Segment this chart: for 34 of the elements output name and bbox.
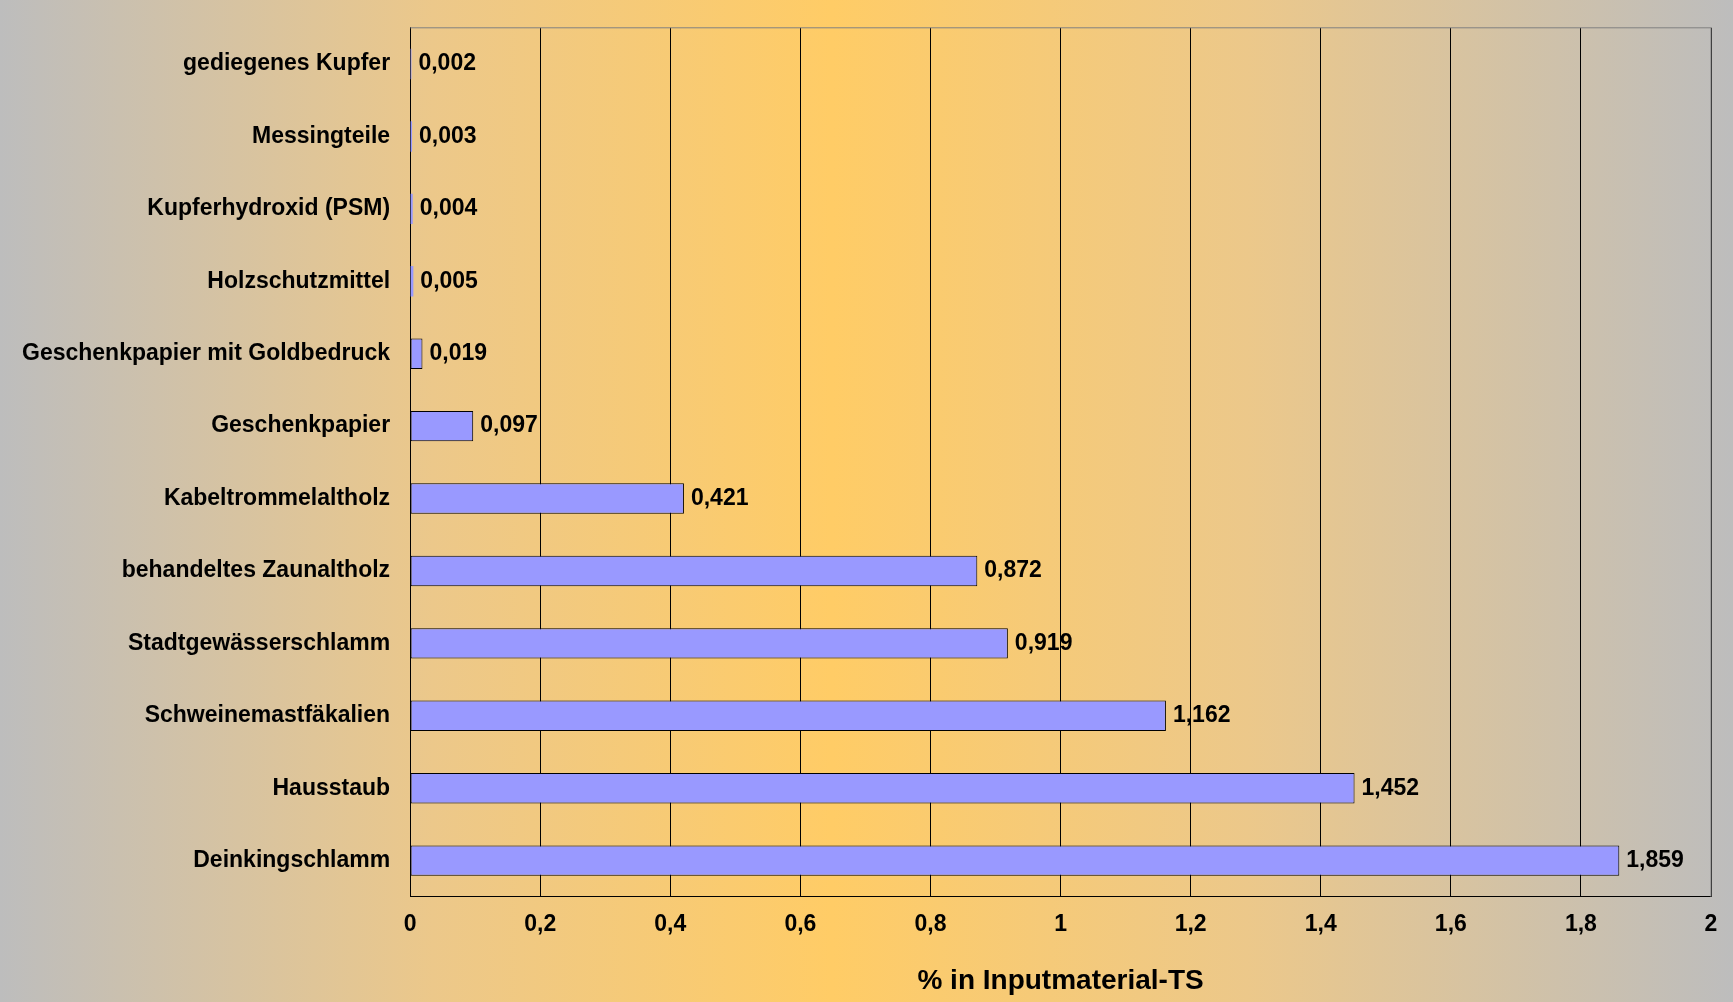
data-label: 0,002 <box>418 49 476 76</box>
data-label: 0,097 <box>480 411 538 438</box>
y-tick-label: Messingteile <box>252 121 391 148</box>
x-tick-label: 0,8 <box>914 909 947 936</box>
x-tick-label: 1,6 <box>1434 909 1467 936</box>
x-tick-label: 0,4 <box>654 909 687 936</box>
y-tick-label: Kabeltrommelaltholz <box>163 483 391 510</box>
x-tick-label: 1,8 <box>1564 909 1598 936</box>
y-tick-label: Stadtgewässerschlamm <box>128 628 391 655</box>
data-label: 0,004 <box>419 194 478 221</box>
data-label: 0,003 <box>419 121 477 148</box>
x-tick-label: 0,2 <box>524 909 557 936</box>
y-tick-label: Geschenkpapier mit Goldbedruck <box>21 339 391 366</box>
y-tick-label: Holzschutzmittel <box>207 266 391 293</box>
x-tick-label: 0,6 <box>784 909 817 936</box>
x-tick-label: 1,4 <box>1304 909 1337 936</box>
data-label: 0,872 <box>984 556 1042 583</box>
data-label: 0,005 <box>420 266 479 293</box>
data-label: 1,452 <box>1361 773 1420 800</box>
x-tick-label: 0 <box>403 909 417 936</box>
y-tick-label: Kupferhydroxid (PSM) <box>147 194 391 221</box>
data-label: 0,421 <box>690 483 749 510</box>
x-tick-label: 1 <box>1054 909 1068 936</box>
y-tick-label: Deinkingschlamm <box>193 845 391 872</box>
y-tick-label: Geschenkpapier <box>211 411 391 438</box>
x-tick-label: 2 <box>1704 909 1718 936</box>
y-tick-label: Hausstaub <box>272 773 391 800</box>
y-tick-label: Schweinemastfäkalien <box>144 701 391 728</box>
x-tick-label: 1,2 <box>1174 909 1207 936</box>
data-label: 1,859 <box>1626 845 1684 872</box>
data-label: 0,019 <box>429 339 488 366</box>
x-axis-title: % in Inputmaterial-TS <box>917 963 1204 995</box>
y-tick-label: behandeltes Zaunaltholz <box>121 556 391 583</box>
y-tick-label: gediegenes Kupfer <box>183 49 391 76</box>
